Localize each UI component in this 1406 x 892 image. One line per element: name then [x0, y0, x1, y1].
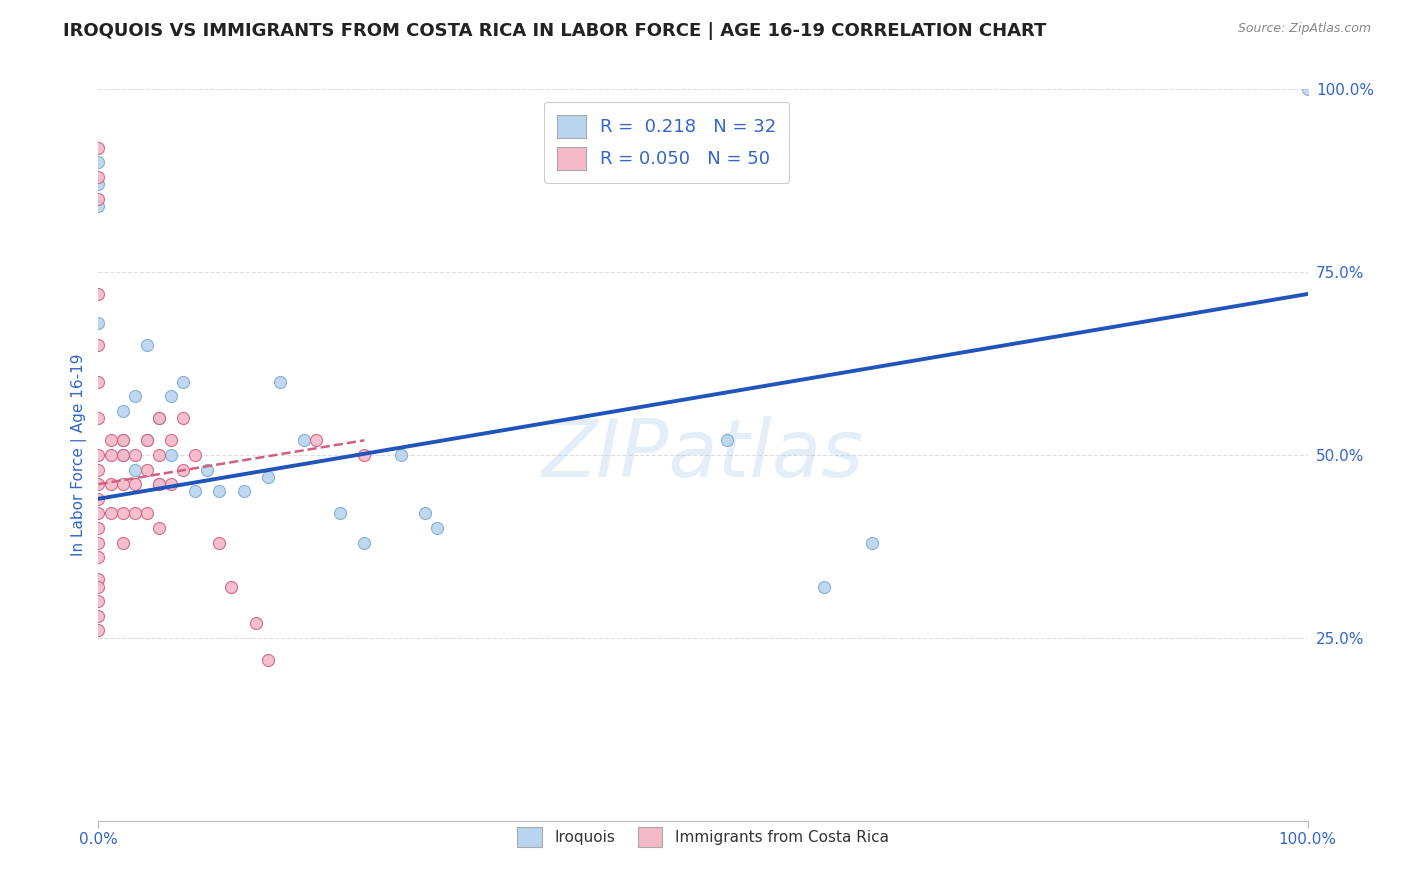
Point: [111, 404, 134, 418]
Point: [160, 434, 183, 448]
Point: [87, 594, 110, 608]
Point: [148, 448, 170, 462]
Point: [160, 477, 183, 491]
Point: [208, 484, 231, 499]
Point: [100, 477, 122, 491]
Point: [172, 411, 194, 425]
Point: [100, 434, 122, 448]
Point: [111, 477, 134, 491]
Point: [413, 507, 436, 521]
Point: [135, 507, 157, 521]
Point: [87, 477, 110, 491]
Point: [245, 616, 267, 631]
Point: [305, 434, 328, 448]
Point: [426, 521, 449, 535]
Point: [111, 448, 134, 462]
Point: [256, 470, 278, 484]
Point: [87, 338, 110, 352]
Point: [100, 448, 122, 462]
Point: [87, 141, 110, 155]
Point: [111, 535, 134, 549]
Point: [208, 535, 231, 549]
Point: [148, 411, 170, 425]
Point: [124, 507, 146, 521]
Point: [124, 448, 146, 462]
Point: [148, 411, 170, 425]
Point: [353, 535, 375, 549]
Legend: Iroquois, Immigrants from Costa Rica: Iroquois, Immigrants from Costa Rica: [512, 822, 894, 854]
Point: [111, 448, 134, 462]
Text: ZIPatlas: ZIPatlas: [541, 416, 865, 494]
Point: [87, 375, 110, 389]
Point: [353, 448, 375, 462]
Point: [87, 580, 110, 594]
Point: [87, 178, 110, 192]
Point: [135, 338, 157, 352]
Point: [87, 572, 110, 586]
Point: [135, 462, 157, 476]
Point: [111, 434, 134, 448]
Point: [160, 389, 183, 403]
Point: [87, 192, 110, 206]
Point: [87, 169, 110, 184]
Point: [87, 448, 110, 462]
Point: [87, 411, 110, 425]
Point: [124, 462, 146, 476]
Point: [1296, 82, 1319, 96]
Point: [100, 507, 122, 521]
Point: [148, 477, 170, 491]
Point: [87, 521, 110, 535]
Point: [184, 448, 207, 462]
Point: [184, 484, 207, 499]
Point: [87, 199, 110, 213]
Point: [221, 580, 243, 594]
Point: [172, 462, 194, 476]
Point: [87, 507, 110, 521]
Y-axis label: In Labor Force | Age 16-19: In Labor Force | Age 16-19: [72, 353, 87, 557]
Point: [87, 608, 110, 623]
Point: [172, 375, 194, 389]
Point: [87, 550, 110, 565]
Point: [232, 484, 254, 499]
Point: [87, 287, 110, 301]
Text: IROQUOIS VS IMMIGRANTS FROM COSTA RICA IN LABOR FORCE | AGE 16-19 CORRELATION CH: IROQUOIS VS IMMIGRANTS FROM COSTA RICA I…: [63, 22, 1046, 40]
Point: [269, 375, 291, 389]
Point: [124, 477, 146, 491]
Point: [87, 624, 110, 638]
Point: [135, 434, 157, 448]
Point: [87, 462, 110, 476]
Point: [148, 521, 170, 535]
Point: [292, 434, 315, 448]
Point: [813, 580, 835, 594]
Point: [256, 653, 278, 667]
Point: [160, 448, 183, 462]
Point: [195, 462, 218, 476]
Point: [111, 434, 134, 448]
Point: [329, 507, 352, 521]
Point: [87, 491, 110, 506]
Point: [87, 316, 110, 330]
Point: [135, 434, 157, 448]
Point: [716, 434, 738, 448]
Point: [389, 448, 412, 462]
Point: [87, 535, 110, 549]
Point: [87, 155, 110, 169]
Text: Source: ZipAtlas.com: Source: ZipAtlas.com: [1237, 22, 1371, 36]
Point: [111, 507, 134, 521]
Point: [148, 477, 170, 491]
Point: [860, 535, 883, 549]
Point: [124, 389, 146, 403]
